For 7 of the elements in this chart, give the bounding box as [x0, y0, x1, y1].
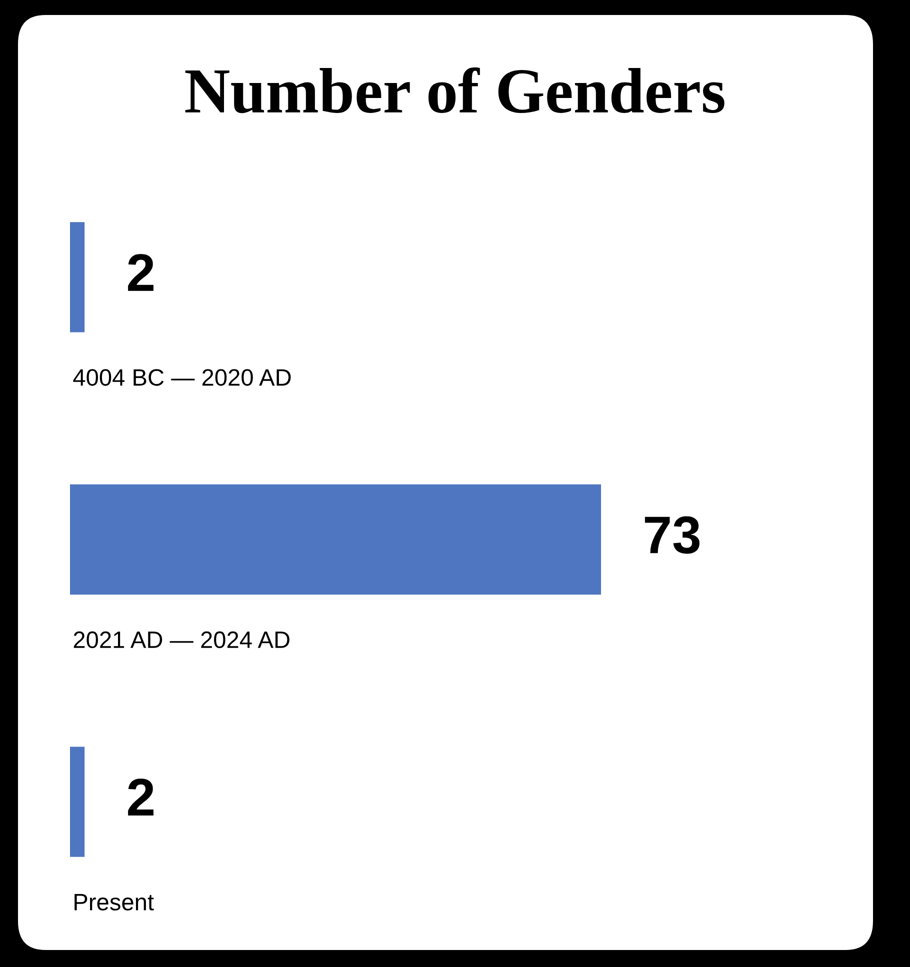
data-label: 2	[128, 254, 154, 291]
y-tick-label: 2021 AD — 2024 AD	[74, 631, 290, 648]
chart-title: Number of Genders	[185, 67, 724, 114]
y-tick-label: Present	[74, 894, 154, 910]
data-label: 73	[644, 516, 700, 554]
y-tick-label: 4004 BC — 2020 AD	[73, 369, 291, 386]
data-label: 2	[128, 778, 154, 816]
